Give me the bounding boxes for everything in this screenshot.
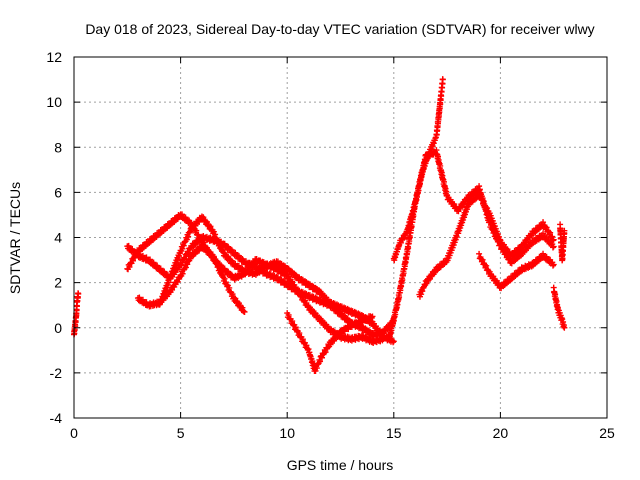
data-point xyxy=(504,246,511,253)
data-point xyxy=(549,244,556,251)
data-point xyxy=(390,339,397,346)
data-point xyxy=(319,354,326,361)
data-point xyxy=(540,219,547,226)
series-arc-h xyxy=(386,147,557,340)
data-point xyxy=(550,261,557,268)
y-tick-label: 12 xyxy=(46,49,62,65)
data-point xyxy=(455,208,462,215)
data-point xyxy=(384,326,391,333)
data-point xyxy=(289,278,296,285)
x-tick-label: 25 xyxy=(599,425,615,441)
data-point xyxy=(232,295,239,302)
series-arc-d xyxy=(134,242,248,315)
data-point xyxy=(476,250,483,257)
data-point xyxy=(296,289,303,296)
data-point xyxy=(193,227,200,234)
data-point xyxy=(427,275,434,282)
data-point xyxy=(239,304,246,311)
data-point xyxy=(549,262,556,269)
data-point xyxy=(561,227,568,234)
y-tick-label: 4 xyxy=(54,230,62,246)
data-point xyxy=(483,262,490,269)
series-arc-e xyxy=(156,213,397,346)
y-axis-label: SDTVAR / TECUs xyxy=(7,182,23,294)
data-point xyxy=(423,280,430,287)
y-tick-label: -2 xyxy=(50,365,63,381)
data-point xyxy=(479,256,486,263)
data-point xyxy=(334,334,341,341)
series-arc-k xyxy=(550,284,568,331)
x-tick-label: 15 xyxy=(386,425,402,441)
grid xyxy=(74,57,607,418)
data-point xyxy=(196,233,203,240)
y-tick-label: 10 xyxy=(46,94,62,110)
y-tick-label: -4 xyxy=(50,410,63,426)
series-arc-l xyxy=(557,221,568,264)
data-point xyxy=(75,290,82,297)
x-tick-label: 10 xyxy=(279,425,295,441)
data-point xyxy=(289,318,296,325)
series-arc-i xyxy=(416,189,557,300)
data-point xyxy=(547,229,554,236)
data-point xyxy=(543,224,550,231)
data-point xyxy=(322,349,329,356)
ticks: 0 5 10 15 20 25 -4 -2 0 2 4 6 8 10 12 xyxy=(46,49,615,441)
data-point xyxy=(299,336,306,343)
y-tick-label: 0 xyxy=(54,320,62,336)
data-point xyxy=(285,311,292,318)
data-point xyxy=(299,294,306,301)
data-point xyxy=(369,313,376,320)
series-arc-f xyxy=(284,310,376,375)
chart-title: Day 018 of 2023, Sidereal Day-to-day VTE… xyxy=(85,21,594,37)
data-point xyxy=(235,300,242,307)
data-point xyxy=(292,324,299,331)
x-tick-label: 0 xyxy=(70,425,78,441)
series-arc-j xyxy=(476,250,557,292)
x-tick-label: 5 xyxy=(177,425,185,441)
data-point xyxy=(303,299,310,306)
data-point xyxy=(550,236,557,243)
data-point xyxy=(207,223,214,230)
data-point xyxy=(296,330,303,337)
data-point xyxy=(550,243,557,250)
data-point xyxy=(203,218,210,225)
y-tick-label: 8 xyxy=(54,139,62,155)
data-point xyxy=(303,342,310,349)
data-point xyxy=(129,257,136,264)
data-point xyxy=(493,277,500,284)
data-point xyxy=(390,338,397,345)
y-tick-label: 2 xyxy=(54,275,62,291)
data-point xyxy=(200,214,207,221)
data-point xyxy=(549,233,556,240)
data-point xyxy=(439,76,446,83)
data-point xyxy=(561,324,568,331)
data-point xyxy=(500,241,507,248)
y-tick-label: 6 xyxy=(54,184,62,200)
data-point xyxy=(126,264,133,271)
data-point xyxy=(292,284,299,291)
data-point xyxy=(397,239,404,246)
x-tick-label: 20 xyxy=(493,425,509,441)
x-axis-label: GPS time / hours xyxy=(287,457,394,473)
data-points xyxy=(71,76,568,375)
data-point xyxy=(241,308,248,315)
series-arc-a xyxy=(71,290,82,338)
